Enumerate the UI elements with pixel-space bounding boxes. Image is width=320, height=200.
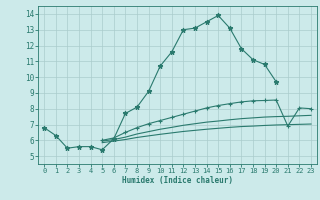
X-axis label: Humidex (Indice chaleur): Humidex (Indice chaleur)	[122, 176, 233, 185]
